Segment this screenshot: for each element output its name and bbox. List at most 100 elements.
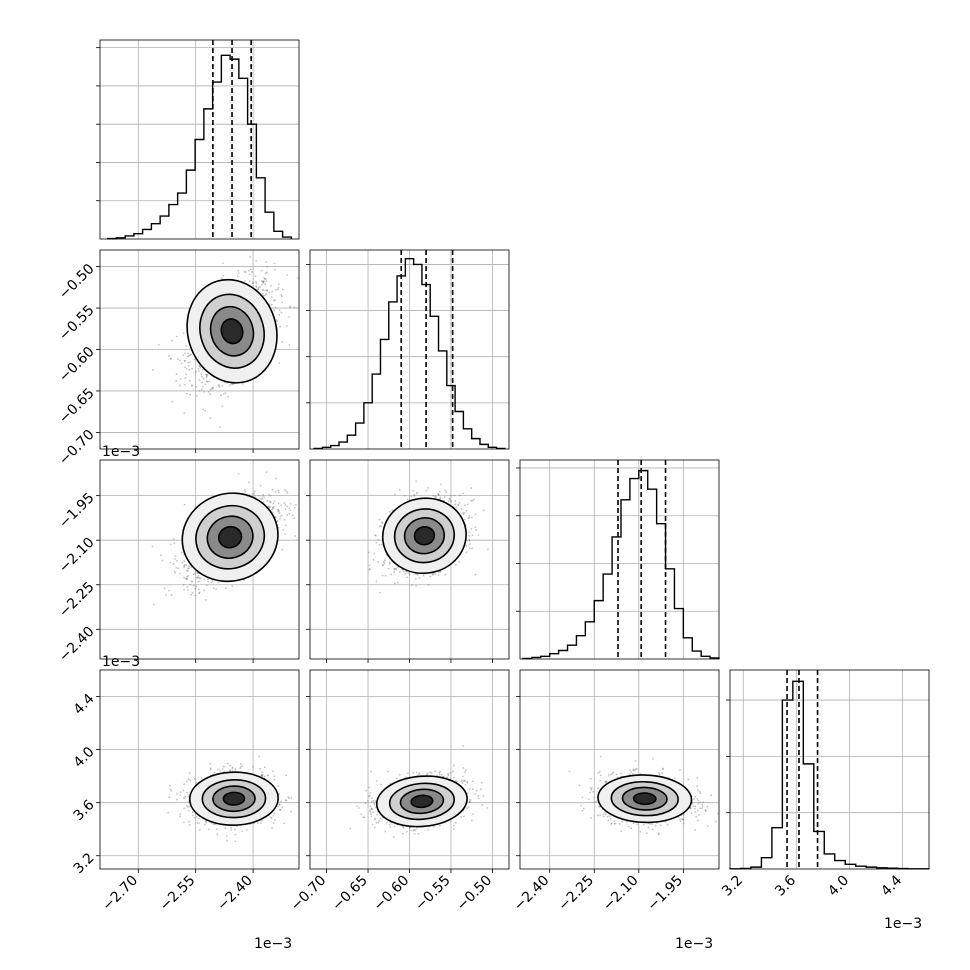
sample-point — [284, 504, 287, 506]
sample-point — [187, 575, 190, 577]
sample-point — [445, 491, 448, 494]
sample-point — [379, 525, 382, 527]
sample-point — [280, 294, 283, 296]
sample-point — [203, 589, 206, 592]
sample-point — [266, 774, 269, 777]
sample-point — [286, 492, 289, 494]
sample-point — [472, 498, 475, 501]
sample-point — [412, 489, 415, 492]
sample-point — [439, 490, 441, 493]
sample-point — [422, 574, 425, 577]
sample-point — [180, 551, 183, 554]
sample-point — [262, 280, 265, 283]
sample-point — [471, 547, 473, 550]
sample-point — [183, 359, 186, 362]
sample-point — [221, 405, 224, 408]
sample-point — [262, 289, 265, 292]
sample-point — [439, 497, 441, 500]
sample-point — [276, 520, 279, 522]
sample-point — [266, 265, 269, 268]
sample-point — [382, 564, 384, 567]
sample-point — [179, 791, 182, 794]
sample-point — [388, 562, 391, 564]
sample-point — [275, 477, 277, 480]
sample-point — [393, 493, 396, 496]
sample-point — [283, 489, 286, 491]
sample-point — [218, 386, 221, 388]
sample-point — [427, 584, 430, 586]
sample-point — [280, 514, 283, 517]
sample-point — [278, 309, 281, 312]
sample-point — [255, 259, 258, 262]
sample-point — [187, 365, 190, 367]
histogram-step-0 — [106, 54, 293, 240]
sample-point — [183, 576, 185, 579]
sample-point — [207, 580, 210, 583]
sample-point — [169, 788, 172, 791]
sample-point — [381, 564, 384, 566]
sample-point — [237, 269, 240, 272]
sample-point — [395, 568, 398, 571]
contour-line — [181, 492, 279, 583]
sample-point — [194, 594, 197, 597]
sample-point — [278, 362, 281, 364]
sample-point — [182, 583, 185, 586]
sample-point — [375, 541, 378, 544]
sample-point — [375, 534, 377, 537]
sample-point — [183, 564, 186, 567]
sample-point — [434, 496, 437, 498]
sample-point — [381, 521, 383, 524]
sample-point — [255, 286, 258, 288]
contour-line — [217, 525, 243, 549]
sample-point — [470, 487, 473, 489]
contour-line — [195, 504, 266, 570]
sample-point — [381, 522, 384, 524]
sample-point — [196, 394, 198, 397]
panel-content — [167, 755, 293, 843]
sample-point — [272, 299, 275, 302]
sample-point — [450, 500, 453, 503]
sample-point — [259, 484, 262, 487]
sample-point — [152, 368, 154, 371]
panel-frame — [729, 669, 930, 870]
sample-point — [434, 573, 437, 576]
sample-point — [272, 507, 275, 509]
sample-point — [195, 585, 198, 588]
sample-point — [270, 285, 272, 287]
sample-point — [218, 384, 221, 387]
sample-point — [276, 320, 278, 323]
sample-point — [197, 367, 200, 370]
sample-point — [265, 261, 268, 263]
sample-point — [236, 275, 239, 278]
sample-point — [179, 359, 181, 362]
sample-point — [186, 578, 188, 581]
sample-point — [186, 577, 188, 580]
sample-point — [161, 559, 164, 562]
sample-point — [175, 566, 178, 569]
sample-point — [269, 495, 272, 497]
sample-point — [251, 271, 253, 273]
sample-point — [368, 564, 371, 567]
sample-point — [280, 504, 283, 507]
panel-frame — [99, 249, 300, 450]
scatter-panel-0-2 — [96, 459, 300, 663]
contour-line — [199, 293, 265, 369]
histogram-step-1 — [313, 257, 506, 450]
sample-point — [265, 289, 267, 292]
sample-point — [207, 391, 210, 393]
sample-point — [187, 352, 190, 355]
sample-point — [183, 352, 186, 355]
sample-point — [174, 571, 177, 574]
sample-point — [290, 797, 293, 799]
panel-content — [151, 471, 297, 606]
sample-point — [457, 504, 460, 507]
sample-point — [202, 386, 205, 388]
sample-point — [211, 580, 214, 582]
sample-point — [274, 491, 277, 493]
sample-point — [160, 554, 162, 557]
sample-point — [387, 567, 390, 570]
sample-point — [202, 377, 205, 380]
sample-point — [474, 513, 477, 516]
sample-point — [433, 572, 436, 575]
sample-point — [406, 498, 409, 501]
